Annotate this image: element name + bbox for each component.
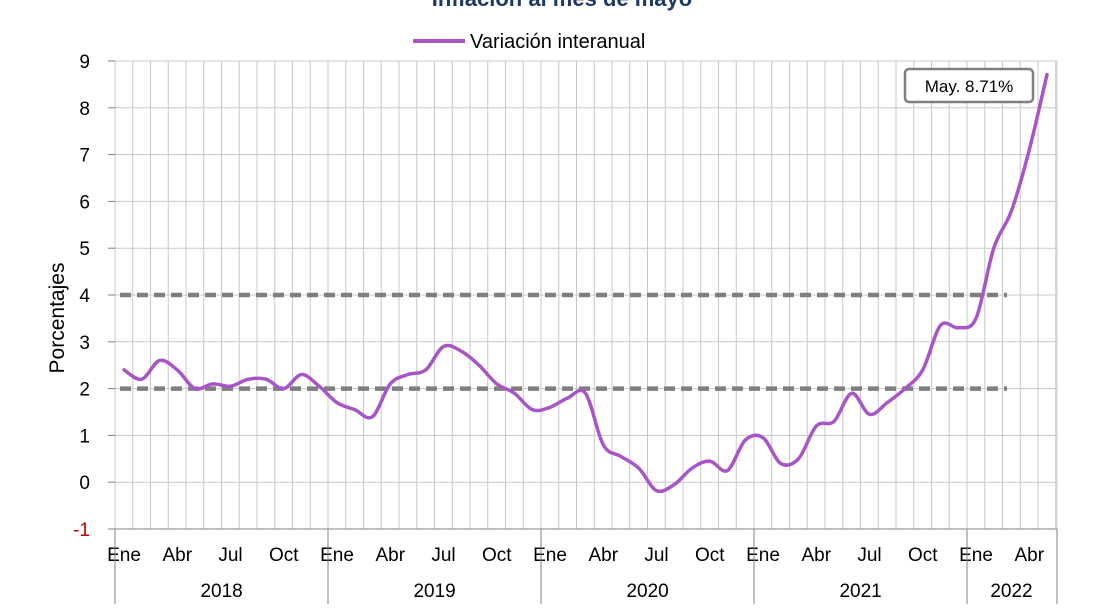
reference-lines — [120, 292, 1007, 391]
y-tick-label: 5 — [79, 239, 90, 260]
x-tick-label: Ene — [107, 545, 141, 566]
y-tick-label: -1 — [73, 520, 90, 541]
series-group — [122, 72, 1049, 494]
year-label: 2020 — [626, 581, 668, 602]
x-axis: Ene Abr Jul Oct 2018 Ene Abr Jul Oct 2019 Ene Abr Ju… — [107, 528, 1058, 604]
year-label: 2019 — [413, 581, 455, 602]
y-tick-label: 1 — [79, 426, 90, 447]
y-tick-label: 9 — [79, 52, 90, 73]
x-tick-label: Ene — [320, 545, 354, 566]
year-label: 2018 — [200, 581, 242, 602]
y-tick-label: 2 — [79, 380, 90, 401]
legend-label: Variación interanual — [470, 31, 645, 53]
y-tick-label: 3 — [79, 333, 90, 354]
y-tick-label: 6 — [79, 192, 90, 213]
annotation-text: May. 8.71% — [925, 77, 1014, 96]
annotation: May. 8.71% — [903, 67, 1035, 104]
x-tick-label: Abr — [1014, 545, 1044, 566]
y-tick-labels: -1 0 1 2 3 4 5 6 7 8 9 — [73, 52, 115, 541]
x-tick-label: Abr — [375, 545, 405, 566]
year-label: 2022 — [990, 581, 1032, 602]
x-tick-label: Ene — [959, 545, 993, 566]
x-tick-label: Ene — [746, 545, 780, 566]
x-tick-label: Abr — [588, 545, 618, 566]
x-tick-label: Abr — [162, 545, 192, 566]
legend: Variación interanual — [413, 31, 645, 53]
x-tick-label: Jul — [218, 545, 242, 566]
x-tick-label: Jul — [431, 545, 455, 566]
x-tick-label: Oct — [269, 545, 299, 566]
x-tick-label: Oct — [482, 545, 512, 566]
y-tick-label: 4 — [79, 286, 90, 307]
y-tick-label: 0 — [79, 473, 90, 494]
x-tick-label: Oct — [695, 545, 725, 566]
series-line — [122, 72, 1049, 494]
x-tick-label: Jul — [857, 545, 881, 566]
y-axis-label: Porcentajes — [46, 263, 69, 374]
y-tick-label: 7 — [79, 146, 90, 167]
y-tick-label: 8 — [79, 99, 90, 120]
chart-title: Inflación al mes de mayo — [432, 0, 692, 11]
x-tick-label: Abr — [801, 545, 831, 566]
x-tick-label: Oct — [908, 545, 938, 566]
x-tick-label: Ene — [533, 545, 567, 566]
x-tick-label: Jul — [644, 545, 668, 566]
annotation-box — [903, 67, 1035, 104]
year-label: 2021 — [839, 581, 881, 602]
